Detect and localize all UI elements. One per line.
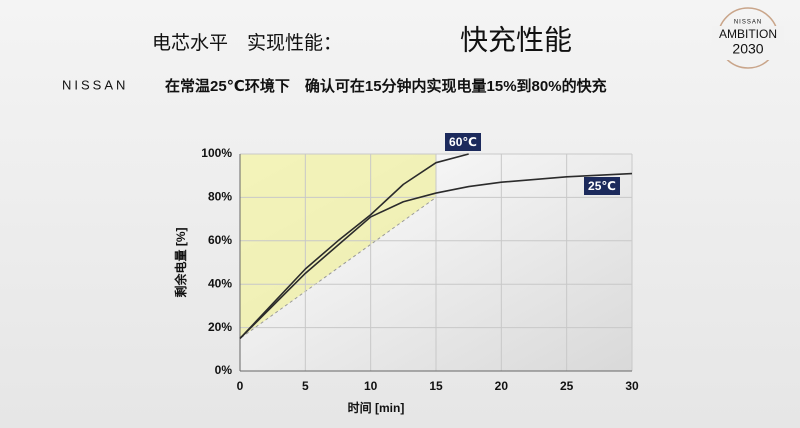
- x-tick-label: 20: [495, 379, 509, 393]
- slide-title: 快充性能: [460, 24, 572, 55]
- x-tick-label: 25: [560, 379, 574, 393]
- x-tick-label: 0: [237, 379, 244, 393]
- logo-line1: AMBITION: [719, 27, 777, 41]
- x-axis-label: 时间 [min]: [348, 400, 405, 415]
- y-tick-label: 80%: [208, 190, 232, 204]
- x-tick-label: 30: [625, 379, 639, 393]
- series-line: [239, 172, 633, 340]
- series-label-box: [445, 133, 481, 151]
- chart: 0% 20% 40% 60% 80% 100% 0 5 10 15 20 25 30 时间 [min] 剩余…: [173, 133, 639, 415]
- y-tick-label: 60%: [208, 233, 232, 247]
- series-label: 25℃: [588, 179, 616, 193]
- logo-top: NISSAN: [734, 20, 762, 26]
- title-prefix: 电芯水平 实现性能：: [152, 32, 342, 54]
- y-tick-label: 40%: [208, 276, 232, 290]
- logo-mask: [712, 26, 784, 60]
- series-label-box: [584, 177, 620, 195]
- y-tick-label: 20%: [208, 320, 232, 334]
- brand: NISSAN: [62, 77, 128, 92]
- series-label: 60℃: [449, 135, 477, 149]
- y-tick-label: 100%: [201, 146, 232, 160]
- x-tick-label: 10: [364, 379, 378, 393]
- y-tick-label: 0%: [215, 363, 233, 377]
- y-axis-label: 剩余电量 [%]: [173, 227, 188, 297]
- x-tick-label: 5: [302, 379, 309, 393]
- x-tick-label: 15: [429, 379, 443, 393]
- subtitle: 在常温25℃环境下 确认可在15分钟内实现电量15%到80%的快充: [165, 77, 607, 95]
- logo-line2: 2030: [732, 41, 763, 57]
- series-line: [239, 153, 469, 339]
